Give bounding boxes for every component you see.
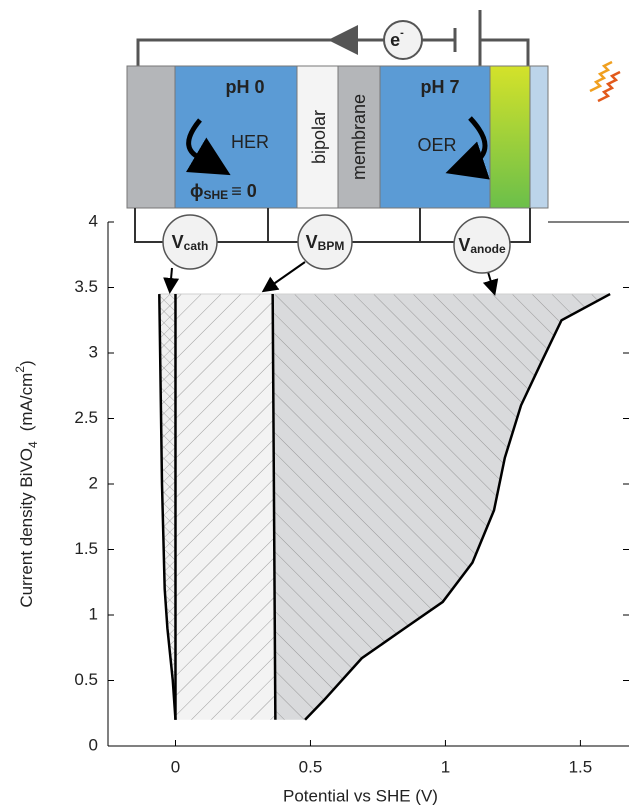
electron-circle bbox=[383, 20, 423, 60]
membrane-layer bbox=[296, 65, 339, 209]
y-tick-label: 2.5 bbox=[74, 408, 98, 427]
cathode-contact bbox=[126, 65, 176, 209]
y-label-part: Current density BiVO bbox=[17, 448, 36, 608]
ph-label: pH 0 bbox=[225, 77, 264, 97]
y-axis-label: Current density BiVO4 (mA/cm2) bbox=[13, 360, 40, 607]
photoanode bbox=[489, 65, 531, 209]
light-ray bbox=[589, 60, 613, 93]
reaction-label: OER bbox=[417, 135, 456, 155]
y-label-part: (mA/cm bbox=[17, 373, 36, 432]
substrate bbox=[529, 65, 549, 209]
membrane-label: bipolar bbox=[309, 110, 329, 164]
schematic: e- pH 0 HER ϕSHE ≡ 0 bipolar membrane pH … bbox=[126, 10, 621, 296]
curve bbox=[271, 294, 277, 720]
voltage-label: Vcath bbox=[172, 232, 209, 253]
y-tick-label: 1.5 bbox=[74, 539, 98, 558]
y-label-part: 4 bbox=[26, 441, 40, 448]
neutral-compartment bbox=[379, 65, 491, 209]
voltage-circle bbox=[162, 214, 218, 270]
electron-label: e- bbox=[390, 27, 404, 50]
voltage-label: VBPM bbox=[306, 232, 345, 253]
wire bbox=[480, 38, 530, 66]
pointer-arrow bbox=[261, 261, 306, 293]
curve bbox=[158, 294, 177, 720]
reaction-arrow bbox=[445, 116, 490, 180]
x-axis-label: Potential vs SHE (V) bbox=[283, 786, 438, 805]
voltage-circle bbox=[297, 214, 353, 270]
y-tick-label: 2 bbox=[89, 473, 98, 492]
y-tick-label: 0 bbox=[89, 735, 98, 754]
reference-label: ϕSHE ≡ 0 bbox=[190, 181, 257, 202]
pointer-arrow bbox=[163, 267, 180, 294]
y-label-part: ) bbox=[17, 360, 36, 366]
voltage-circle bbox=[453, 216, 511, 274]
region-hatch bbox=[159, 294, 176, 720]
y-tick-label: 0.5 bbox=[74, 670, 98, 689]
y-label-part: 2 bbox=[13, 366, 27, 373]
light-ray bbox=[597, 70, 621, 103]
x-tick-label: 0 bbox=[171, 757, 180, 776]
membrane-layer bbox=[337, 65, 381, 209]
voltage-badge: Vcath VBPM Vanode bbox=[162, 214, 511, 274]
y-tick-label: 3.5 bbox=[74, 277, 98, 296]
ph-label: pH 7 bbox=[420, 77, 459, 97]
reaction-arrow bbox=[186, 118, 231, 176]
plot-area: 0 0.5 1 1.5 2 2.5 3 3.5 4 0 0.5 1 1.5 Potential vs SH… bbox=[13, 211, 629, 805]
region-hatch bbox=[175, 294, 276, 720]
y-tick-label: 3 bbox=[89, 342, 98, 361]
pointer-arrow bbox=[482, 271, 499, 296]
x-tick-label: 0.5 bbox=[299, 757, 323, 776]
voltage-label: Vanode bbox=[458, 235, 506, 256]
curve bbox=[304, 292, 611, 721]
reaction-label: HER bbox=[231, 132, 269, 152]
y-tick-label: 1 bbox=[89, 604, 98, 623]
region-hatch bbox=[272, 294, 611, 720]
x-tick-label: 1.5 bbox=[569, 757, 593, 776]
membrane-label: membrane bbox=[349, 94, 369, 180]
x-tick-label: 1 bbox=[441, 757, 450, 776]
y-tick-label: 4 bbox=[89, 211, 98, 230]
